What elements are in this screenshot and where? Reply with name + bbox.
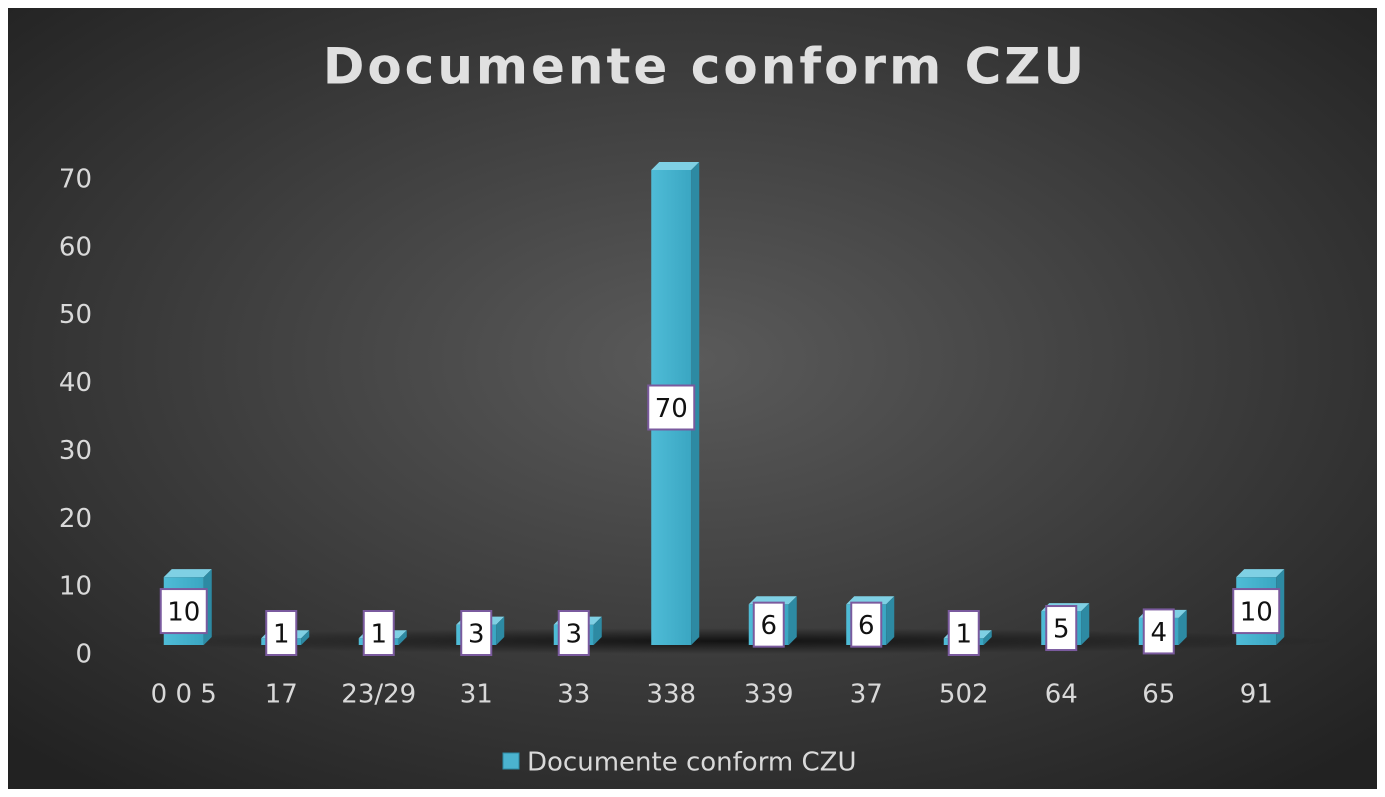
- y-tick-label: 0: [75, 640, 92, 670]
- data-label-box: [159, 588, 208, 635]
- data-label-text: 10: [1240, 598, 1273, 628]
- data-label: 6: [850, 601, 883, 648]
- data-label-box: [557, 610, 590, 656]
- floor: [120, 628, 1340, 654]
- y-tick-label: 10: [59, 572, 92, 602]
- chart-title: Documente conform CZU: [323, 38, 1087, 96]
- bar-top: [163, 569, 212, 578]
- legend-swatch: [502, 752, 520, 770]
- x-tick-label: 23/29: [341, 680, 416, 710]
- data-label: 6: [752, 601, 785, 648]
- data-label: 10: [159, 588, 208, 635]
- data-label-text: 6: [760, 611, 777, 641]
- x-tick-label: 0 0 5: [151, 680, 217, 710]
- data-label: 10: [1232, 588, 1281, 635]
- data-label-text: 4: [1150, 618, 1167, 648]
- data-label-text: 6: [858, 611, 875, 641]
- data-label: 4: [1142, 608, 1175, 655]
- y-tick-label: 20: [59, 504, 92, 534]
- x-tick-label: 37: [850, 680, 883, 710]
- data-label-text: 5: [1053, 615, 1070, 645]
- bar-side: [398, 630, 407, 645]
- y-tick-label: 60: [59, 232, 92, 262]
- data-label: 1: [265, 610, 298, 656]
- data-label: 70: [647, 384, 696, 431]
- x-tick-label: 91: [1240, 680, 1273, 710]
- data-label-box: [1142, 608, 1175, 655]
- data-label-box: [647, 384, 696, 431]
- bar-side: [1081, 603, 1090, 645]
- x-tick-label: 502: [939, 680, 989, 710]
- data-label-box: [850, 601, 883, 648]
- data-label-box: [265, 610, 298, 656]
- x-tick-label: 17: [265, 680, 298, 710]
- x-tick-label: 65: [1142, 680, 1175, 710]
- x-tick-label: 339: [744, 680, 794, 710]
- data-label: 1: [947, 610, 980, 656]
- data-label-text: 3: [468, 620, 485, 650]
- bar-side: [496, 616, 505, 645]
- data-label-text: 1: [273, 620, 290, 650]
- y-tick-label: 30: [59, 436, 92, 466]
- bar-side: [886, 596, 895, 645]
- bar-top: [651, 162, 700, 170]
- data-label-box: [1045, 605, 1078, 652]
- data-label-text: 70: [655, 394, 688, 424]
- data-label-box: [1232, 588, 1281, 635]
- data-label: 5: [1045, 605, 1078, 652]
- bar-top: [1236, 569, 1285, 578]
- x-tick-label: 64: [1045, 680, 1078, 710]
- data-label: 3: [460, 610, 493, 656]
- data-label-text: 3: [565, 620, 582, 650]
- data-label-text: 1: [370, 620, 387, 650]
- y-tick-label: 70: [59, 165, 92, 195]
- bar-side: [983, 630, 992, 645]
- data-label-box: [460, 610, 493, 656]
- legend-label: Documente conform CZU: [527, 748, 857, 778]
- data-label: 3: [557, 610, 590, 656]
- data-label-box: [752, 601, 785, 648]
- bar-side: [788, 596, 797, 645]
- x-tick-label: 31: [460, 680, 493, 710]
- bar-side: [593, 616, 602, 645]
- y-tick-label: 40: [59, 368, 92, 398]
- x-tick-label: 338: [646, 680, 696, 710]
- data-label: 1: [362, 610, 395, 656]
- bar-side: [1178, 609, 1187, 645]
- y-tick-label: 50: [59, 300, 92, 330]
- data-label-text: 10: [167, 598, 200, 628]
- x-tick-label: 33: [557, 680, 590, 710]
- bar-side: [301, 630, 310, 645]
- data-label-box: [362, 610, 395, 656]
- data-label-text: 1: [955, 620, 972, 650]
- data-label-box: [947, 610, 980, 656]
